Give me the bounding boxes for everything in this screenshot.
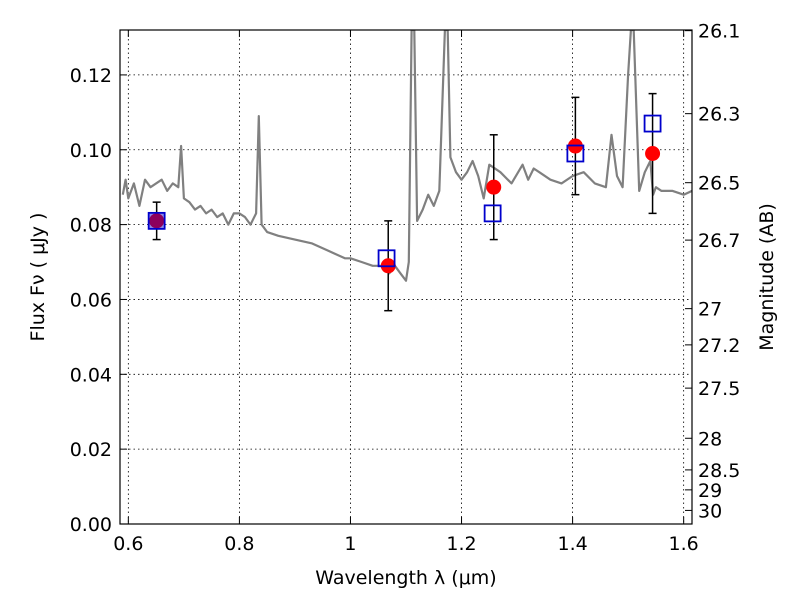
observed-point: [486, 179, 502, 195]
plot-frame: [119, 29, 693, 525]
y2-tick-label: 28: [698, 428, 722, 450]
y2-tick-label: 26.5: [698, 173, 740, 195]
x-tick-label: 1: [344, 533, 356, 555]
y2-tick-label: 30: [698, 500, 722, 522]
model-square: [566, 144, 585, 163]
y2-tick-label: 27.2: [698, 335, 740, 357]
y2-tick-label: 29: [698, 480, 722, 502]
x-tick-label: 1.6: [669, 533, 699, 555]
y2-tick-label: 27: [698, 299, 722, 321]
y2-axis-label: Magnitude (AB): [756, 203, 778, 351]
y-tick-label: 0.12: [70, 65, 112, 87]
observed-point: [149, 213, 165, 229]
axis-layer: 0.6 0.8 1 1.2 1.4 1.6 0.00 0.02 0.04 0.06 0.08 0.10…: [70, 21, 741, 555]
model-square: [643, 114, 662, 133]
series-layer: [121, 30, 692, 282]
y2-tick-label: 26.1: [698, 21, 740, 43]
y2-tick-label: 26.7: [698, 230, 740, 252]
y2-tick-label: 28.5: [698, 460, 740, 482]
points-layer: [147, 92, 662, 312]
observed-point: [645, 146, 661, 161]
y-tick-label: 0.10: [70, 140, 112, 162]
y2-tick-label: 26.3: [698, 104, 740, 126]
model-square: [483, 204, 502, 223]
model-square: [377, 249, 396, 268]
x-tick-label: 0.8: [224, 533, 254, 555]
y-tick-label: 0.02: [70, 439, 112, 461]
x-tick-label: 1.2: [446, 533, 476, 555]
y-tick-label: 0.00: [70, 514, 112, 536]
x-tick-label: 1.4: [557, 533, 587, 555]
x-axis-label: Wavelength λ (μm): [315, 567, 496, 589]
y-tick-label: 0.08: [70, 215, 112, 237]
y-tick-label: 0.06: [70, 289, 112, 311]
spectrum-line: [121, 30, 692, 282]
y2-tick-label: 27.5: [698, 378, 740, 400]
model-square: [147, 211, 166, 230]
y-tick-label: 0.04: [70, 364, 112, 386]
x-tick-label: 0.6: [113, 533, 143, 555]
y-axis-label: Flux Fν ( μJy ): [27, 213, 49, 342]
